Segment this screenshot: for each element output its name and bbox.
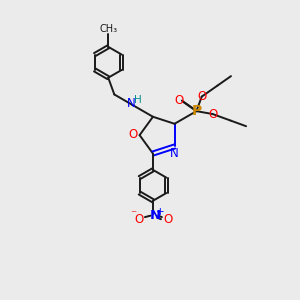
Text: ⁻: ⁻ [130,208,136,221]
Text: O: O [163,213,172,226]
Text: N: N [170,146,179,160]
Text: H: H [134,95,142,105]
Text: P: P [192,104,202,118]
Text: O: O [197,89,207,103]
Text: O: O [174,94,183,107]
Text: CH₃: CH₃ [99,24,117,34]
Text: O: O [208,108,218,121]
Text: O: O [128,128,138,141]
Text: N: N [150,209,161,222]
Text: O: O [134,213,144,226]
Text: N: N [127,98,135,110]
Text: +: + [156,207,165,217]
